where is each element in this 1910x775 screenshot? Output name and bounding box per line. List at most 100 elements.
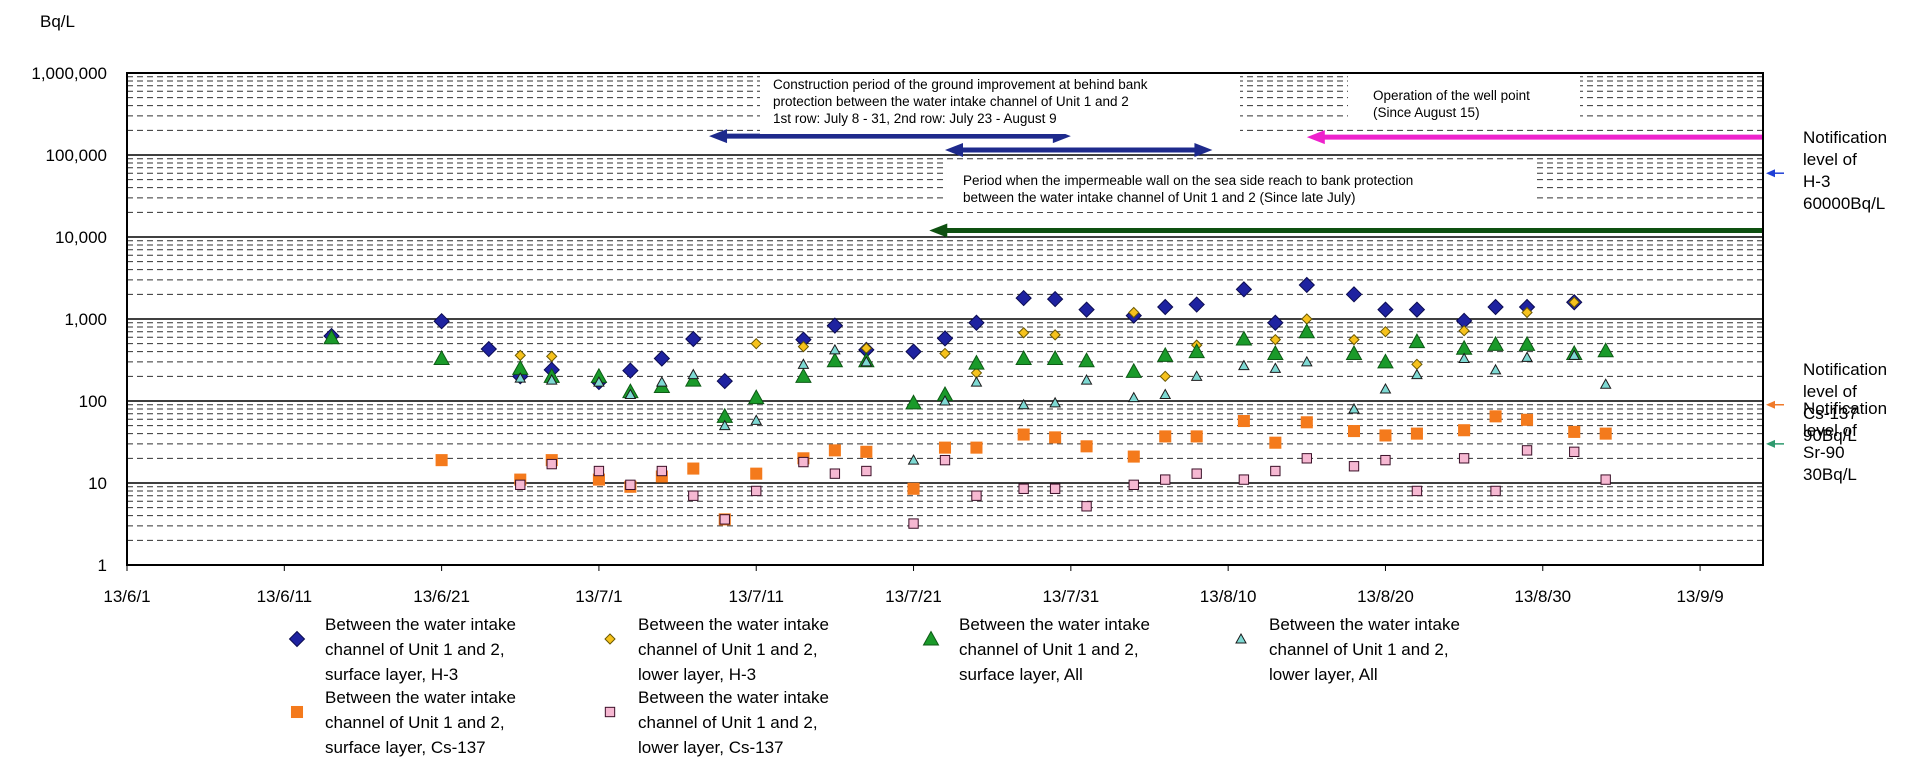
data-point-series-5 — [515, 479, 526, 491]
data-point-series-0 — [653, 350, 671, 367]
data-point-series-0 — [480, 340, 498, 358]
legend-label: Between the water intake — [638, 688, 829, 707]
data-point-series-2 — [684, 371, 702, 387]
x-tick-label: 13/7/1 — [575, 587, 622, 606]
x-tick-label: 13/8/30 — [1514, 587, 1571, 606]
legend-label: channel of Unit 1 and 2, — [325, 640, 505, 659]
data-point-series-0 — [622, 362, 639, 379]
impermeable-wall-note-line: Period when the impermeable wall on the … — [963, 173, 1413, 188]
data-point-series-0 — [905, 343, 922, 360]
legend-marker — [604, 633, 616, 645]
data-point-series-2 — [1078, 352, 1095, 368]
x-tick-label: 13/7/31 — [1042, 587, 1099, 606]
data-point-series-3 — [1599, 378, 1612, 389]
data-point-series-5 — [1411, 485, 1423, 497]
data-point-series-1 — [1128, 306, 1140, 319]
data-point-series-5 — [1521, 445, 1533, 456]
data-point-series-3 — [1521, 351, 1533, 362]
legend-label: surface layer, All — [959, 665, 1083, 684]
notification-level-label: level of — [1803, 150, 1857, 169]
data-point-series-2 — [433, 349, 450, 365]
data-point-series-3 — [829, 343, 841, 355]
period-arrow-head — [945, 143, 963, 158]
legend-label: Between the water intake — [638, 615, 829, 634]
data-point-series-0 — [1046, 290, 1064, 308]
data-point-series-1 — [1049, 329, 1061, 341]
data-point-series-5 — [1018, 483, 1029, 494]
data-point-series-5 — [939, 454, 951, 466]
notification-level-label: H-3 — [1803, 172, 1830, 191]
data-point-series-5 — [1490, 485, 1501, 497]
data-point-series-3 — [970, 376, 983, 387]
data-point-series-5 — [1191, 468, 1202, 479]
data-point-series-5 — [1128, 479, 1139, 491]
x-tick-label: 13/6/11 — [257, 587, 312, 606]
data-point-series-5 — [688, 490, 699, 501]
data-point-series-0 — [1157, 298, 1174, 316]
notification-level-label: level of — [1803, 382, 1857, 401]
legend-label: Between the water intake — [325, 688, 516, 707]
data-point-series-3 — [1238, 359, 1250, 371]
data-point-series-2 — [1377, 353, 1394, 369]
notification-level-label: Notification — [1803, 360, 1887, 379]
data-point-series-4 — [1269, 436, 1282, 449]
data-point-series-4 — [1159, 430, 1172, 443]
data-point-series-3 — [1411, 368, 1423, 380]
data-point-series-3 — [1379, 382, 1392, 394]
data-point-series-3 — [1127, 391, 1140, 403]
data-point-series-3 — [1568, 349, 1581, 360]
data-point-series-3 — [1159, 388, 1172, 400]
x-tick-label: 13/6/1 — [103, 587, 150, 606]
data-point-series-2 — [323, 329, 340, 345]
data-point-series-4 — [970, 441, 983, 454]
data-point-series-3 — [545, 374, 558, 385]
data-point-series-0 — [1235, 281, 1253, 298]
data-point-series-3 — [1348, 402, 1360, 414]
data-point-series-3 — [750, 414, 763, 425]
data-point-series-3 — [797, 358, 810, 369]
notification-level-label: Cs-137 — [1803, 404, 1858, 423]
x-tick-label: 13/9/9 — [1676, 587, 1723, 606]
annotations: Construction period of the ground improv… — [760, 74, 1580, 212]
data-point-series-2 — [1455, 339, 1473, 355]
data-point-series-3 — [624, 388, 637, 400]
legend-marker — [288, 630, 306, 648]
data-point-series-2 — [747, 389, 765, 405]
impermeable-wall-note-box — [944, 160, 1534, 212]
y-tick-label: 1 — [98, 556, 107, 575]
data-point-series-4 — [907, 482, 920, 495]
data-point-series-2 — [1156, 346, 1174, 362]
construction-note-line: Construction period of the ground improv… — [773, 77, 1148, 92]
plot-frame — [126, 72, 1764, 566]
data-point-series-5 — [1081, 501, 1092, 512]
impermeable-wall-note-line: between the water intake channel of Unit… — [963, 190, 1355, 205]
data-point-series-2 — [968, 354, 985, 370]
data-point-series-1 — [546, 350, 558, 363]
data-point-series-0 — [1487, 298, 1504, 316]
construction-note-line: protection between the water intake chan… — [773, 94, 1129, 109]
data-point-series-4 — [1237, 414, 1250, 428]
data-point-series-3 — [939, 394, 951, 406]
data-point-series-0 — [968, 314, 985, 331]
data-point-series-0 — [685, 330, 702, 348]
data-point-series-4 — [1127, 450, 1140, 463]
notification-level-label: level of — [1803, 421, 1857, 440]
data-point-series-1 — [1269, 333, 1282, 346]
data-point-series-3 — [687, 368, 700, 380]
well-point-note-box — [1348, 74, 1580, 128]
legend-label: channel of Unit 1 and 2, — [1269, 640, 1449, 659]
data-point-series-3 — [1489, 363, 1502, 375]
data-point-series-5 — [1160, 474, 1171, 485]
data-point-series-2 — [1046, 349, 1064, 365]
data-point-series-0 — [1188, 296, 1205, 313]
data-point-series-0 — [1267, 314, 1284, 331]
x-tick-label: 13/8/10 — [1200, 587, 1257, 606]
data-point-series-2 — [1345, 344, 1363, 360]
data-point-series-1 — [1458, 324, 1470, 337]
data-point-series-5 — [1238, 474, 1250, 485]
data-point-series-1 — [1379, 325, 1392, 338]
data-point-series-1 — [1411, 358, 1423, 371]
data-point-series-5 — [829, 468, 841, 479]
data-point-series-4 — [860, 445, 873, 458]
data-point-series-3 — [1269, 362, 1282, 373]
